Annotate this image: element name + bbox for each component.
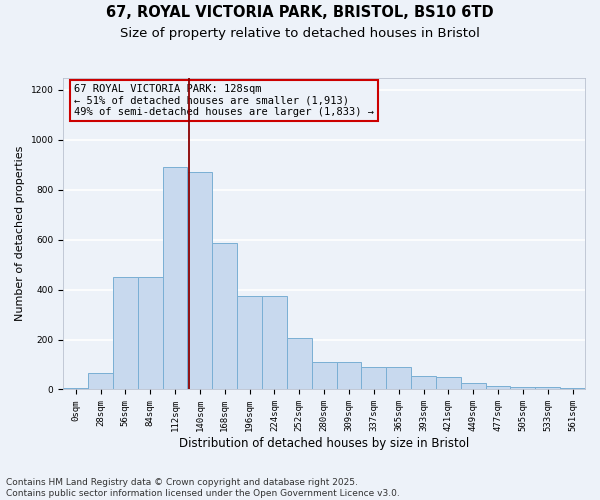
Y-axis label: Number of detached properties: Number of detached properties (15, 146, 25, 321)
Bar (386, 367, 411, 390)
Bar (436, 377, 461, 390)
Bar (63, 388, 88, 390)
Bar (187, 172, 212, 390)
Bar (312, 362, 337, 390)
Bar (535, 387, 560, 390)
Bar (560, 388, 585, 390)
Text: Contains HM Land Registry data © Crown copyright and database right 2025.
Contai: Contains HM Land Registry data © Crown c… (6, 478, 400, 498)
Text: Size of property relative to detached houses in Bristol: Size of property relative to detached ho… (120, 28, 480, 40)
Bar (113, 277, 138, 390)
Bar (212, 244, 237, 390)
Bar (361, 367, 386, 390)
Bar (337, 362, 361, 390)
Bar (461, 383, 485, 390)
Bar (262, 296, 287, 390)
Bar (163, 168, 187, 390)
Text: 67, ROYAL VICTORIA PARK, BRISTOL, BS10 6TD: 67, ROYAL VICTORIA PARK, BRISTOL, BS10 6… (106, 5, 494, 20)
Bar (511, 388, 535, 390)
Bar (485, 386, 511, 390)
Bar (411, 376, 436, 390)
Bar (88, 373, 113, 390)
Bar (138, 277, 163, 390)
Bar (237, 296, 262, 390)
X-axis label: Distribution of detached houses by size in Bristol: Distribution of detached houses by size … (179, 437, 469, 450)
Text: 67 ROYAL VICTORIA PARK: 128sqm
← 51% of detached houses are smaller (1,913)
49% : 67 ROYAL VICTORIA PARK: 128sqm ← 51% of … (74, 84, 374, 117)
Bar (287, 338, 312, 390)
